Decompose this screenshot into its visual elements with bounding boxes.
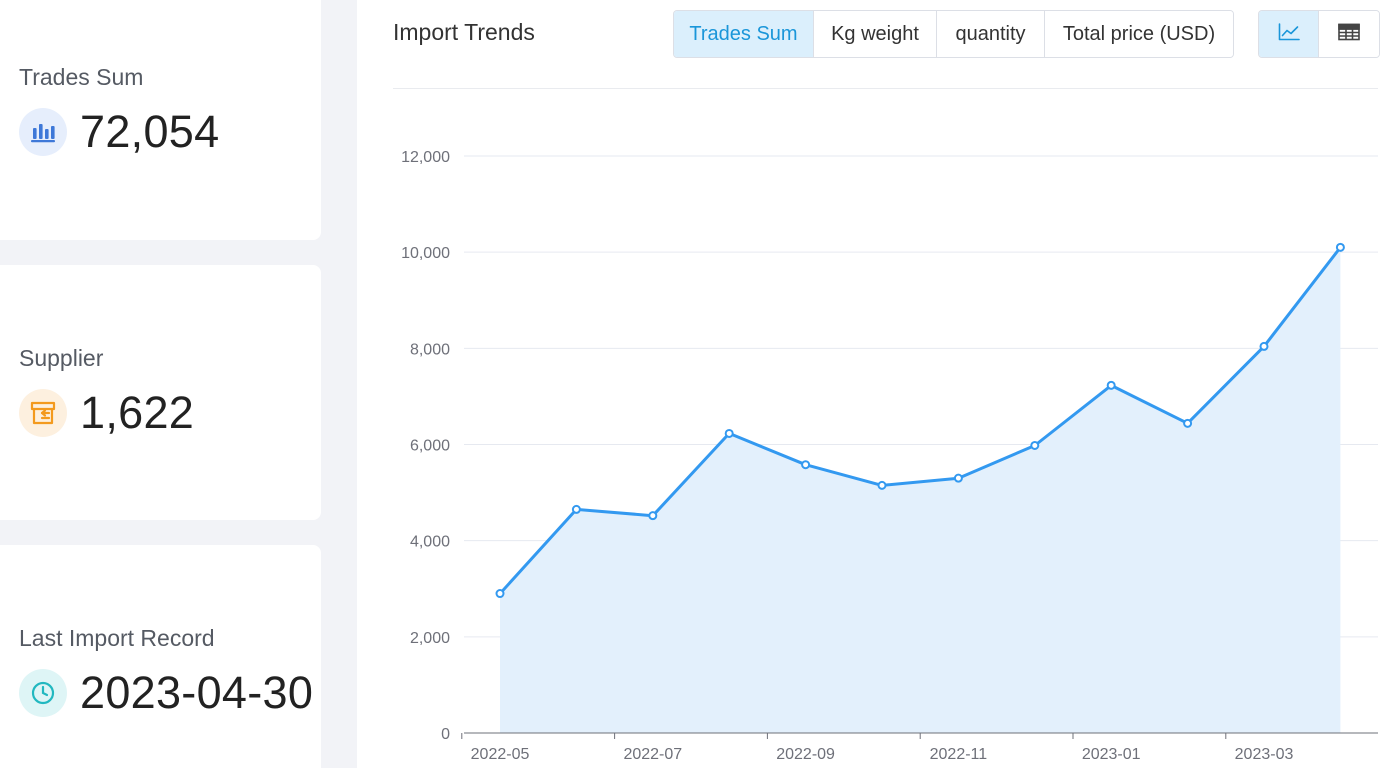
metric-tab-group: Trades Sum Kg weight quantity Total pric… [673,10,1234,58]
table-icon [1338,23,1360,46]
y-tick-label: 8,000 [410,341,450,358]
tab-quantity[interactable]: quantity [937,11,1045,57]
header-divider [393,88,1378,89]
trades-sum-value: 72,054 [80,106,220,157]
supplier-value: 1,622 [80,387,195,438]
series-area [500,247,1341,733]
tab-total-price[interactable]: Total price (USD) [1045,11,1233,57]
supplier-label: Supplier [19,345,104,371]
view-tab-group [1258,10,1380,58]
x-tick-label: 2022-09 [776,746,835,763]
trades-sum-label: Trades Sum [19,64,144,90]
last-import-label: Last Import Record [19,625,215,651]
table-view-button[interactable] [1319,11,1379,57]
data-point-2022-09[interactable] [801,460,811,470]
data-point-2022-10[interactable] [877,480,887,490]
y-tick-label: 2,000 [410,630,450,647]
clock-icon [19,669,67,717]
supplier-card: Supplier 1,622 [0,265,321,520]
line-chart-icon [1278,22,1300,46]
tab-kg-weight[interactable]: Kg weight [814,11,937,57]
data-point-2022-11[interactable] [953,473,963,483]
trades-sum-row: 72,054 [19,106,219,158]
storefront-icon [19,389,67,437]
import-trends-panel: Import Trends Trades Sum Kg weight quant… [357,0,1386,768]
import-trends-chart: 0 2,000 4,000 6,000 8,000 10,000 12,000 2022-05… [401,149,1378,763]
line-chart-view-button[interactable] [1259,11,1319,57]
x-tick-label: 2022-11 [930,746,988,763]
data-point-2023-02[interactable] [1183,418,1193,428]
last-import-value: 2023-04-30 [80,667,314,718]
data-point-2022-07[interactable] [648,511,658,521]
last-import-card: Last Import Record 2023-04-30 [0,545,321,768]
bar-chart-icon [19,108,67,156]
y-tick-label: 0 [441,726,450,743]
x-tick-label: 2022-07 [623,746,682,763]
series-line [498,246,1342,595]
last-import-row: 2023-04-30 [19,667,313,719]
x-tick-label: 2022-05 [471,746,530,763]
data-point-2022-06[interactable] [571,504,581,514]
data-point-2022-05[interactable] [495,589,505,599]
data-point-2023-04[interactable] [1335,242,1345,252]
panel-title: Import Trends [393,19,535,45]
supplier-row: 1,622 [19,387,194,439]
x-tick-label: 2023-03 [1235,746,1294,763]
data-point-2023-01[interactable] [1106,380,1116,390]
trades-sum-card: Trades Sum 72,054 [0,0,321,240]
tab-trades-sum[interactable]: Trades Sum [674,11,814,57]
data-point-2022-12[interactable] [1030,440,1040,450]
x-tick-label: 2023-01 [1082,746,1141,763]
data-point-2023-03[interactable] [1259,341,1269,351]
y-tick-label: 12,000 [401,149,450,166]
y-tick-label: 6,000 [410,438,450,455]
data-point-2022-08[interactable] [724,428,734,438]
y-tick-label: 4,000 [410,534,450,551]
y-tick-label: 10,000 [401,245,450,262]
